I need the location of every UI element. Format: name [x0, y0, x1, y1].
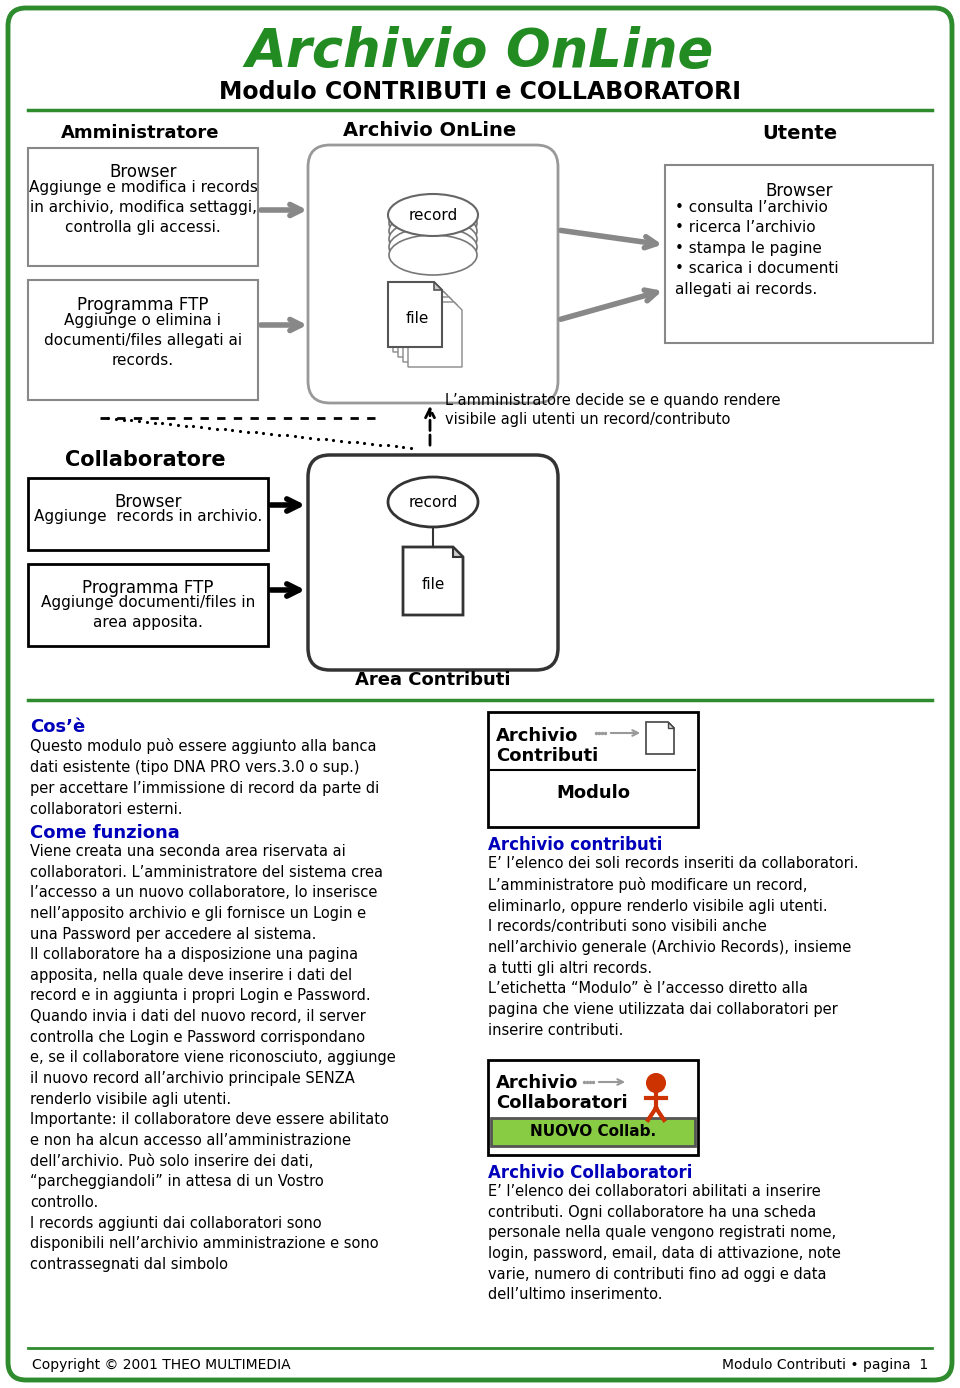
Text: NUOVO Collab.: NUOVO Collab. — [530, 1124, 656, 1140]
Text: Archivio OnLine: Archivio OnLine — [246, 26, 714, 78]
Ellipse shape — [389, 228, 477, 266]
Text: Aggiunge  records in archivio.: Aggiunge records in archivio. — [34, 509, 262, 525]
Text: E’ l’elenco dei collaboratori abilitati a inserire
contributi. Ogni collaborator: E’ l’elenco dei collaboratori abilitati … — [488, 1184, 841, 1302]
Bar — [28, 477, 268, 550]
Text: Archivio: Archivio — [496, 727, 578, 745]
Text: Viene creata una seconda area riservata ai
collaboratori. L’amministratore del s: Viene creata una seconda area riservata … — [30, 844, 396, 1271]
FancyBboxPatch shape — [8, 8, 952, 1380]
Text: Collaboratore: Collaboratore — [64, 450, 226, 471]
Ellipse shape — [389, 203, 477, 243]
Circle shape — [647, 1074, 665, 1092]
Text: Questo modulo può essere aggiunto alla banca
dati esistente (tipo DNA PRO vers.3: Questo modulo può essere aggiunto alla b… — [30, 738, 379, 818]
Text: Browser: Browser — [765, 182, 832, 200]
Text: Contributi: Contributi — [496, 747, 598, 765]
Polygon shape — [668, 722, 674, 727]
Bar — [488, 712, 698, 827]
Bar — [28, 564, 268, 645]
Text: • consulta l’archivio
• ricerca l’archivio
• stampa le pagine
• scarica i docume: • consulta l’archivio • ricerca l’archiv… — [675, 200, 839, 297]
Text: Archivio contributi: Archivio contributi — [488, 836, 662, 854]
Polygon shape — [434, 282, 442, 290]
Bar — [665, 165, 933, 343]
Text: Collaboratori: Collaboratori — [496, 1094, 628, 1112]
Text: Copyright © 2001 THEO MULTIMEDIA: Copyright © 2001 THEO MULTIMEDIA — [32, 1357, 291, 1371]
Polygon shape — [393, 287, 447, 353]
Text: Aggiunge e modifica i records
in archivio, modifica settaggi,
controlla gli acce: Aggiunge e modifica i records in archivi… — [29, 180, 257, 235]
Text: Modulo CONTRIBUTI e COLLABORATORI: Modulo CONTRIBUTI e COLLABORATORI — [219, 81, 741, 104]
Text: Programma FTP: Programma FTP — [83, 579, 214, 597]
Text: Archivio OnLine: Archivio OnLine — [344, 121, 516, 140]
FancyBboxPatch shape — [308, 144, 558, 403]
Bar — [491, 1117, 695, 1146]
Text: Aggiunge documenti/files in
area apposita.: Aggiunge documenti/files in area apposit… — [41, 595, 255, 630]
Text: record: record — [408, 494, 458, 509]
Text: record: record — [408, 207, 458, 222]
Text: file: file — [405, 311, 429, 326]
Ellipse shape — [389, 211, 477, 251]
Bar — [28, 280, 258, 400]
Polygon shape — [398, 291, 452, 357]
Text: Archivio: Archivio — [496, 1074, 578, 1092]
Text: file: file — [421, 576, 444, 591]
Text: E’ l’elenco dei soli records inseriti da collaboratori.
L’amministratore può mod: E’ l’elenco dei soli records inseriti da… — [488, 856, 858, 1038]
Text: Aggiunge o elimina i
documenti/files allegati ai
records.: Aggiunge o elimina i documenti/files all… — [44, 314, 242, 368]
Polygon shape — [388, 282, 442, 347]
Text: Area Contributi: Area Contributi — [355, 670, 511, 688]
Polygon shape — [403, 547, 463, 615]
Bar — [488, 1060, 698, 1155]
Text: Modulo: Modulo — [556, 784, 630, 802]
Text: Archivio Collaboratori: Archivio Collaboratori — [488, 1165, 692, 1183]
Text: Programma FTP: Programma FTP — [77, 296, 208, 314]
Polygon shape — [453, 547, 463, 557]
Text: Amministratore: Amministratore — [60, 124, 219, 142]
Text: Cos’è: Cos’è — [30, 718, 85, 736]
Text: L’amministratore decide se e quando rendere
visibile agli utenti un record/contr: L’amministratore decide se e quando rend… — [445, 393, 780, 428]
Polygon shape — [403, 297, 457, 362]
Text: Browser: Browser — [114, 493, 181, 511]
Ellipse shape — [388, 194, 478, 236]
Text: Modulo Contributi • pagina  1: Modulo Contributi • pagina 1 — [722, 1357, 928, 1371]
Ellipse shape — [388, 477, 478, 527]
FancyBboxPatch shape — [308, 455, 558, 670]
Ellipse shape — [389, 219, 477, 260]
Ellipse shape — [389, 235, 477, 275]
Text: Come funziona: Come funziona — [30, 824, 180, 843]
Polygon shape — [408, 303, 462, 366]
Polygon shape — [646, 722, 674, 754]
Text: Browser: Browser — [109, 162, 177, 180]
Text: Utente: Utente — [762, 124, 837, 143]
Bar — [28, 149, 258, 266]
